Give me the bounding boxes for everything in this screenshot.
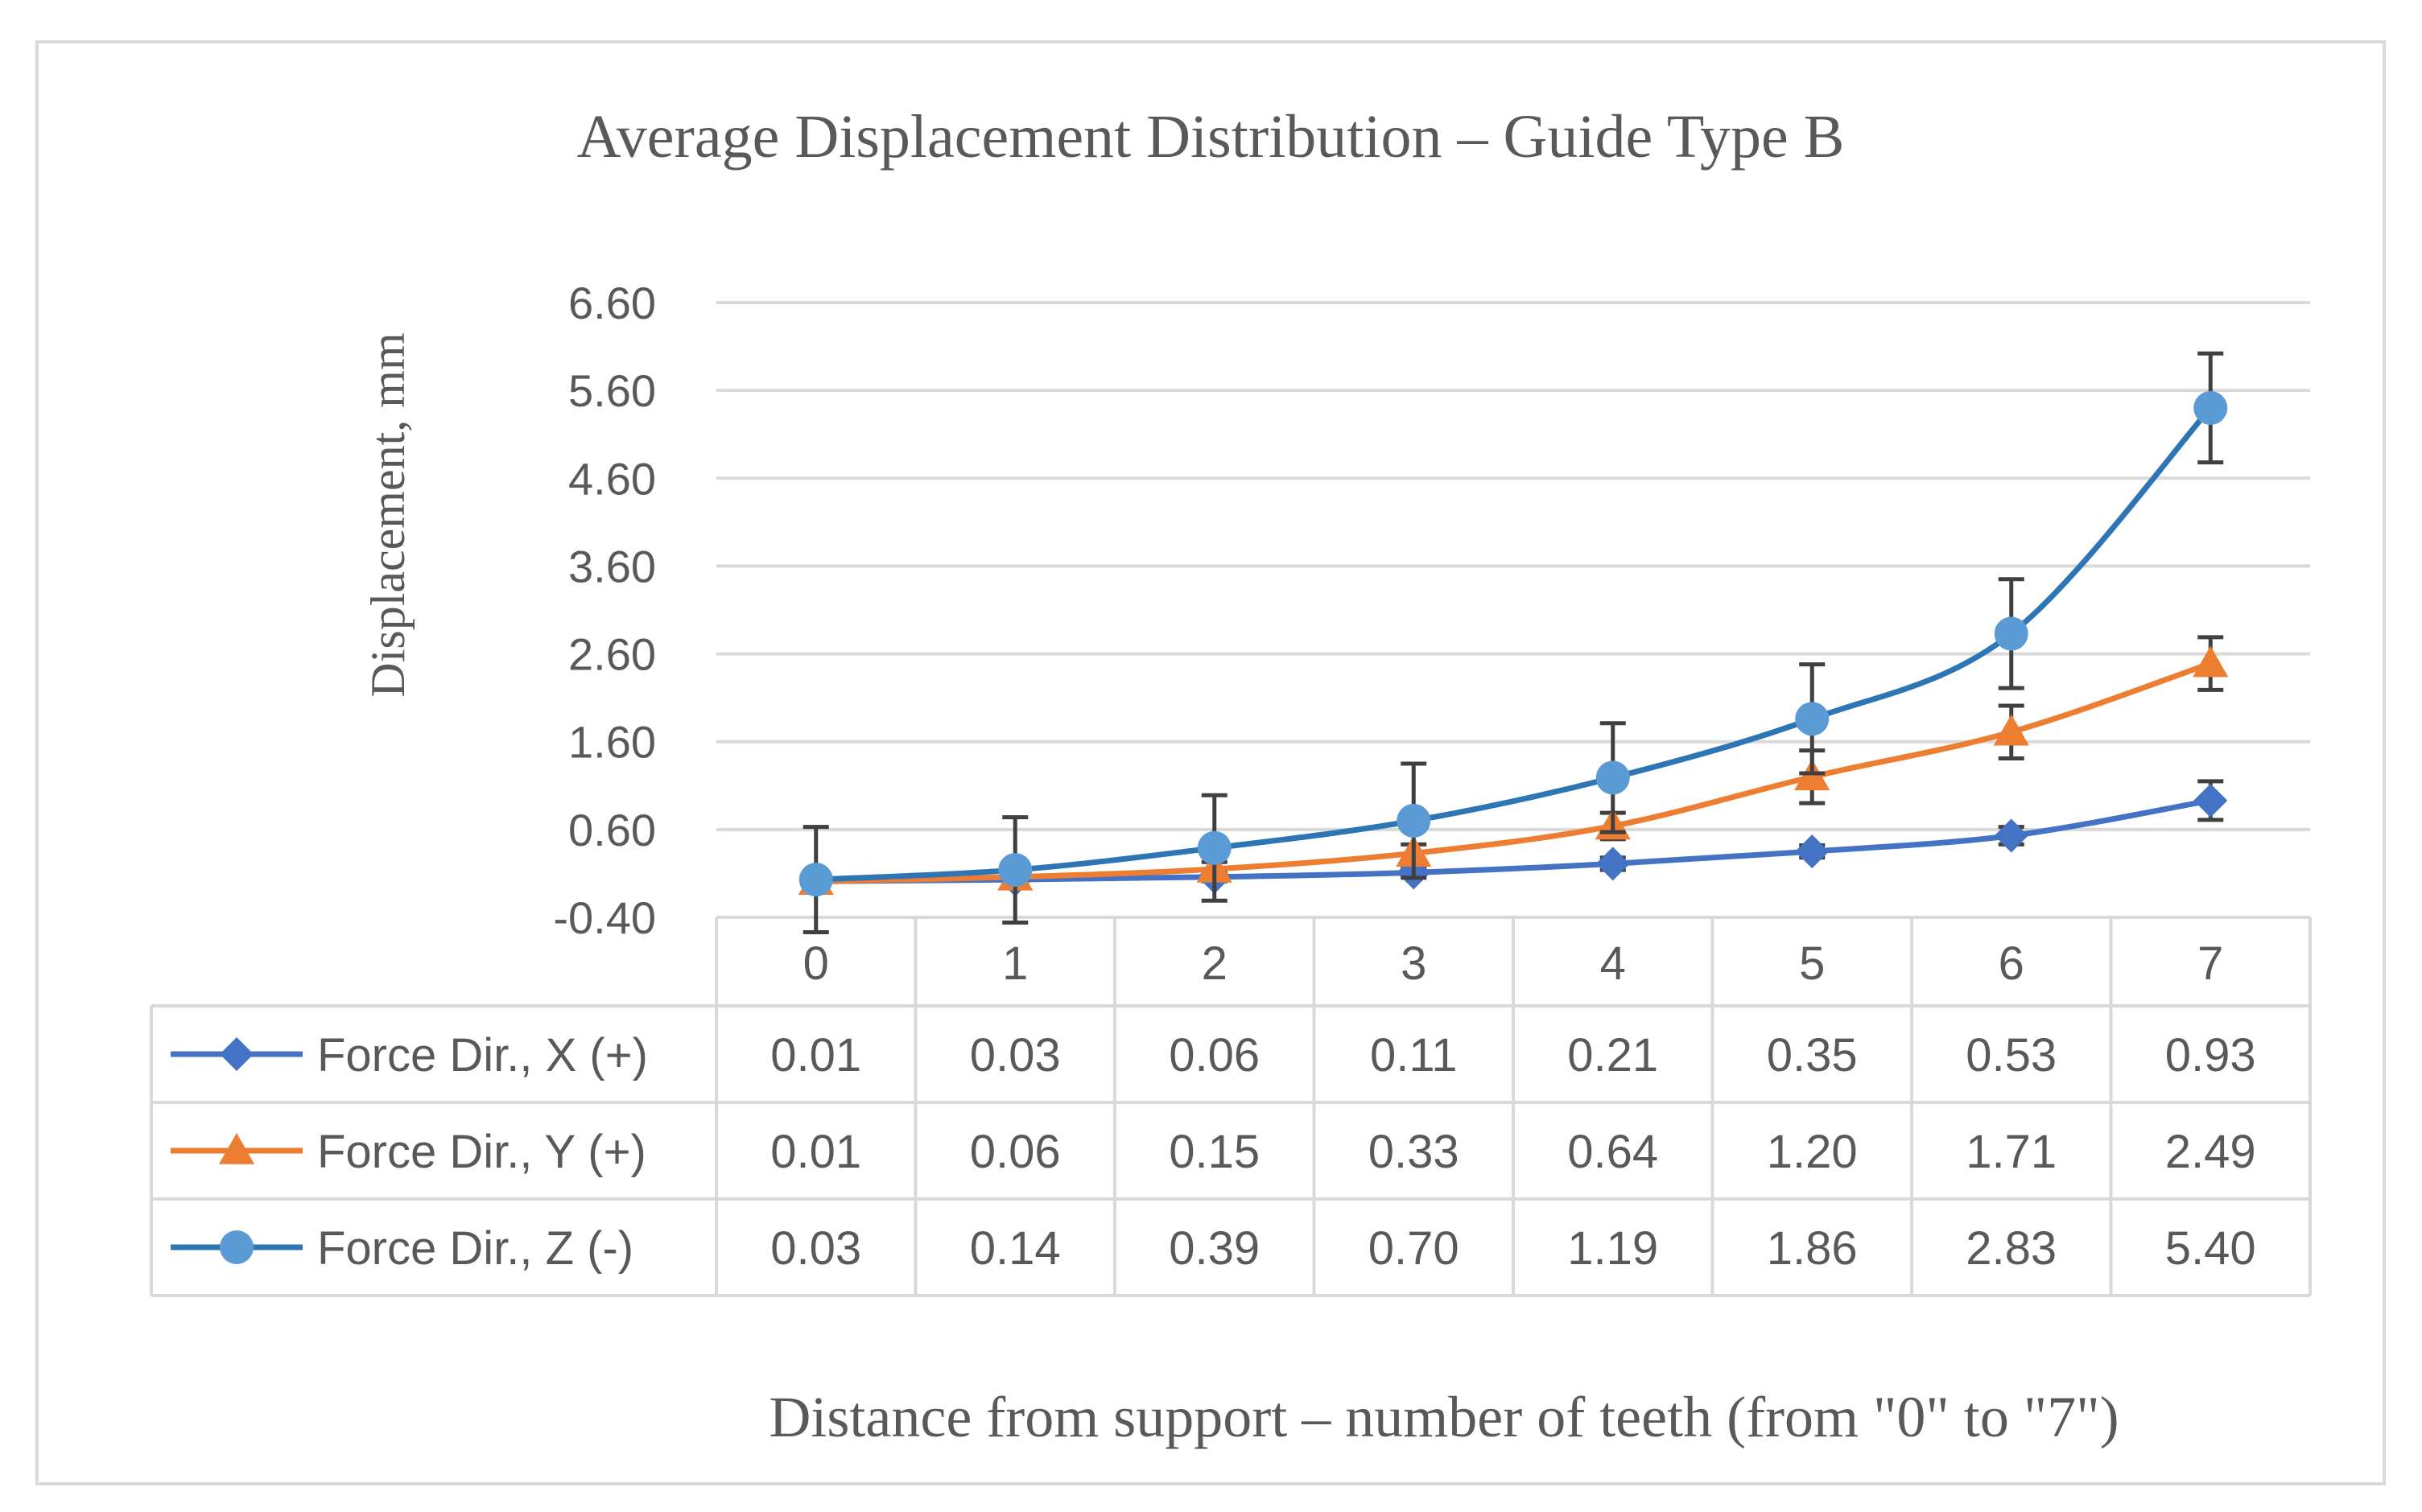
y-tick-label: 4.60 bbox=[568, 453, 656, 504]
legend-label: Force Dir., Z (-) bbox=[317, 1222, 633, 1275]
y-tick-label: 3.60 bbox=[568, 541, 656, 591]
data-point bbox=[1397, 803, 1431, 838]
data-label: 0.70 bbox=[1368, 1222, 1459, 1275]
x-tick-label: 2 bbox=[1202, 937, 1228, 990]
chart-title: Average Displacement Distribution – Guid… bbox=[577, 103, 1845, 171]
data-label: 2.83 bbox=[1966, 1222, 2057, 1275]
data-label: 0.01 bbox=[770, 1126, 861, 1178]
data-label: 0.11 bbox=[1370, 1029, 1458, 1081]
data-point bbox=[1595, 847, 1630, 881]
y-tick-labels: 6.60 5.60 4.60 3.60 2.60 1.60 0.60 -0.40 bbox=[553, 278, 656, 943]
x-axis-title: Distance from support – number of teeth … bbox=[769, 1385, 2119, 1449]
data-label: 0.14 bbox=[970, 1222, 1061, 1275]
x-tick-label: 3 bbox=[1401, 937, 1426, 990]
data-label: 0.15 bbox=[1169, 1126, 1260, 1178]
data-point bbox=[1595, 760, 1630, 795]
y-tick-label: 1.60 bbox=[568, 717, 656, 768]
data-label: 0.06 bbox=[1169, 1029, 1260, 1081]
y-axis-title: Displacement, mm bbox=[361, 332, 415, 697]
data-point bbox=[1993, 714, 2029, 746]
plot-area bbox=[798, 351, 2229, 935]
x-tick-label: 4 bbox=[1600, 937, 1626, 990]
data-label: 0.03 bbox=[770, 1222, 861, 1275]
y-tick-label: 2.60 bbox=[568, 629, 656, 680]
data-label: 1.71 bbox=[1966, 1126, 2057, 1178]
data-point bbox=[2193, 645, 2229, 678]
data-point bbox=[1197, 830, 1232, 865]
data-label: 0.03 bbox=[970, 1029, 1061, 1081]
data-label: 0.53 bbox=[1966, 1029, 2057, 1081]
data-table: 0 1 2 3 4 5 6 7 Force Dir., X (+) 0.01 0.03 0.06 0.1… bbox=[150, 917, 2312, 1297]
data-label: 0.21 bbox=[1567, 1029, 1658, 1081]
data-label: 2.49 bbox=[2165, 1126, 2256, 1178]
y-tick-label: 6.60 bbox=[568, 278, 656, 328]
legend-marker bbox=[218, 1132, 255, 1164]
data-label: 0.01 bbox=[770, 1029, 861, 1081]
data-point bbox=[1994, 616, 2028, 651]
data-label: 0.06 bbox=[970, 1126, 1061, 1178]
x-tick-label: 6 bbox=[1999, 937, 2024, 990]
data-point bbox=[1795, 834, 1830, 869]
data-point bbox=[998, 853, 1033, 888]
legend-marker bbox=[220, 1037, 254, 1071]
x-tick-label: 0 bbox=[803, 937, 829, 990]
series-line bbox=[815, 797, 2211, 884]
data-label: 1.86 bbox=[1767, 1222, 1858, 1275]
data-point bbox=[1994, 818, 2028, 853]
data-point bbox=[798, 863, 833, 897]
legend-marker bbox=[220, 1230, 254, 1264]
y-tick-label: 0.60 bbox=[568, 805, 656, 855]
series-line bbox=[815, 661, 2212, 884]
x-tick-label: 7 bbox=[2197, 937, 2223, 990]
data-point bbox=[2193, 390, 2228, 425]
data-point bbox=[1795, 702, 1830, 736]
data-label: 0.33 bbox=[1368, 1126, 1459, 1178]
data-label: 0.64 bbox=[1567, 1126, 1658, 1178]
data-label: 0.93 bbox=[2165, 1029, 2256, 1081]
data-label: 1.19 bbox=[1567, 1222, 1658, 1275]
y-tick-label: -0.40 bbox=[553, 892, 656, 943]
data-label: 5.40 bbox=[2165, 1222, 2256, 1275]
legend-label: Force Dir., X (+) bbox=[317, 1029, 648, 1081]
data-label: 0.39 bbox=[1169, 1222, 1260, 1275]
chart-border bbox=[35, 40, 2386, 1485]
x-tick-label: 5 bbox=[1799, 937, 1825, 990]
x-tick-label: 1 bbox=[1002, 937, 1028, 990]
y-tick-label: 5.60 bbox=[568, 365, 656, 416]
legend-label: Force Dir., Y (+) bbox=[317, 1126, 646, 1178]
data-label: 1.20 bbox=[1767, 1126, 1858, 1178]
series-3 bbox=[798, 351, 2228, 935]
data-label: 0.35 bbox=[1767, 1029, 1858, 1081]
data-point bbox=[2193, 783, 2228, 818]
